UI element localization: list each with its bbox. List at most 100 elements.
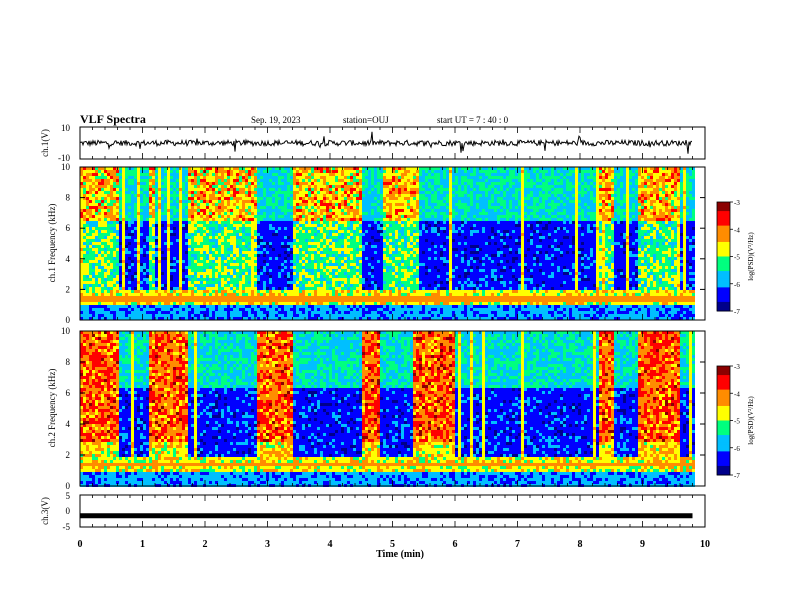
colorbar-cell xyxy=(717,221,730,225)
colorbar-cell xyxy=(717,234,730,238)
colorbar-cell xyxy=(717,258,730,261)
ch1-ytick-label: 8 xyxy=(66,193,71,203)
colorbar-cell xyxy=(717,425,730,429)
ch3-ytick-5: 5 xyxy=(66,491,71,501)
colorbar-cell xyxy=(717,216,730,219)
colorbar-cell xyxy=(717,460,730,463)
colorbar-tick-label: -5 xyxy=(734,418,740,426)
colorbar-cell xyxy=(717,438,730,441)
colorbar-cell xyxy=(717,278,730,281)
colorbar-cell xyxy=(717,285,730,288)
colorbar-cell xyxy=(717,418,730,421)
colorbar-cell xyxy=(717,269,730,272)
ch2-ytick-label: 6 xyxy=(66,388,71,398)
colorbar-cell xyxy=(717,212,730,216)
colorbar-cell xyxy=(717,272,730,276)
colorbar-cell xyxy=(717,411,730,414)
colorbar-cell xyxy=(717,420,730,423)
colorbar-cell xyxy=(717,382,730,385)
ch3-ytick-0: 0 xyxy=(66,506,71,516)
ch3-ytick--5: -5 xyxy=(63,522,71,532)
colorbar-cell xyxy=(717,467,730,471)
colorbar-cell xyxy=(717,451,730,454)
colorbar-cell xyxy=(717,415,730,418)
ch1-ytick-label: 6 xyxy=(66,223,71,233)
colorbar-cell xyxy=(717,241,730,245)
ch1-waveform-line xyxy=(79,131,692,154)
colorbar-cell xyxy=(717,424,730,427)
colorbar-tick-label: -7 xyxy=(734,472,740,480)
colorbar-ch1: -3 -4 -5 -6 -7 log(PSD)(V²/Hz) xyxy=(716,199,755,316)
colorbar-cell xyxy=(717,263,730,267)
colorbar-cell xyxy=(717,283,730,287)
colorbar-cell xyxy=(717,280,730,283)
colorbar-cell xyxy=(717,387,730,391)
colorbar-cell xyxy=(717,371,730,374)
colorbar-cell xyxy=(717,367,730,371)
colorbar-cell xyxy=(717,389,730,392)
colorbar-cell xyxy=(717,440,730,443)
colorbar-cell xyxy=(717,287,730,290)
colorbar-cell xyxy=(717,398,730,402)
colorbar-cell xyxy=(717,385,730,389)
colorbar-cell xyxy=(717,291,730,294)
colorbar-cell xyxy=(717,274,730,277)
colorbar-cell xyxy=(717,404,730,407)
colorbar-cell xyxy=(717,296,730,299)
colorbar-cell xyxy=(717,298,730,301)
colorbar-cell xyxy=(717,251,730,254)
colorbar-cell xyxy=(717,249,730,252)
colorbar-cell xyxy=(717,260,730,263)
x-tick-label: 10 xyxy=(700,539,710,550)
colorbar-cell xyxy=(717,254,730,257)
colorbar-tick-label: -4 xyxy=(734,390,740,398)
colorbar-cell xyxy=(717,203,730,207)
colorbar-cell xyxy=(717,243,730,247)
colorbar-cell xyxy=(717,405,730,409)
ch1-ytick-top: 10 xyxy=(61,123,71,133)
chart-title: VLF Spectra xyxy=(80,112,146,127)
colorbar-cell xyxy=(717,207,730,210)
x-tick-label: 0 xyxy=(78,539,83,550)
ch2-spectrogram xyxy=(80,331,695,487)
colorbar-cell xyxy=(717,436,730,440)
x-tick-label: 6 xyxy=(453,539,458,550)
ch3-ylabel: ch.3(V) xyxy=(40,497,50,525)
colorbar-cell xyxy=(717,256,730,259)
colorbar-cell xyxy=(717,413,730,416)
ch1-spectrogram-panel: 0 2 4 6 8 10 ch.1 Frequency (kHz) xyxy=(47,162,706,325)
colorbar-cell xyxy=(717,232,730,236)
ch1-ytick-label: 0 xyxy=(66,315,71,325)
colorbar-cell xyxy=(717,265,730,268)
colorbar-cell xyxy=(717,375,730,378)
x-axis-label: Time (min) xyxy=(376,549,424,560)
colorbar-cell xyxy=(717,458,730,461)
colorbar-cell xyxy=(717,309,730,312)
colorbar-cell xyxy=(717,252,730,256)
colorbar-cell xyxy=(717,220,730,223)
colorbar-cell xyxy=(717,429,730,432)
colorbar-cell xyxy=(717,271,730,274)
ch2-ytick-label: 0 xyxy=(66,481,71,491)
colorbar-cell xyxy=(717,366,730,369)
colorbar-cell xyxy=(717,305,730,308)
x-tick-label: 8 xyxy=(578,539,583,550)
colorbar-cell xyxy=(717,376,730,380)
colorbar-cell xyxy=(717,373,730,376)
colorbar-cell xyxy=(717,245,730,248)
colorbar-tick-label: -5 xyxy=(734,254,740,262)
colorbar-cell xyxy=(717,400,730,403)
ch2-ytick-label: 2 xyxy=(66,450,71,460)
ch2-freq-ylabel: ch.2 Frequency (kHz) xyxy=(47,369,57,448)
colorbar-cell xyxy=(717,231,730,234)
colorbar-cell xyxy=(717,202,730,205)
ch2-ytick-label: 4 xyxy=(66,419,71,429)
ch1-ytick-label: 2 xyxy=(66,284,71,294)
ch2-ytick-label: 10 xyxy=(61,326,71,336)
x-tick-label: 7 xyxy=(515,539,520,550)
colorbar-cell xyxy=(717,442,730,445)
colorbar-cell xyxy=(717,236,730,239)
colorbar-ch2: -3 -4 -5 -6 -7 log(PSD)(V²/Hz) xyxy=(716,363,755,480)
ch2-spectrogram-panel: 0 2 4 6 8 10 ch.2 Frequency (kHz) xyxy=(47,326,706,491)
colorbar-cell xyxy=(717,469,730,472)
